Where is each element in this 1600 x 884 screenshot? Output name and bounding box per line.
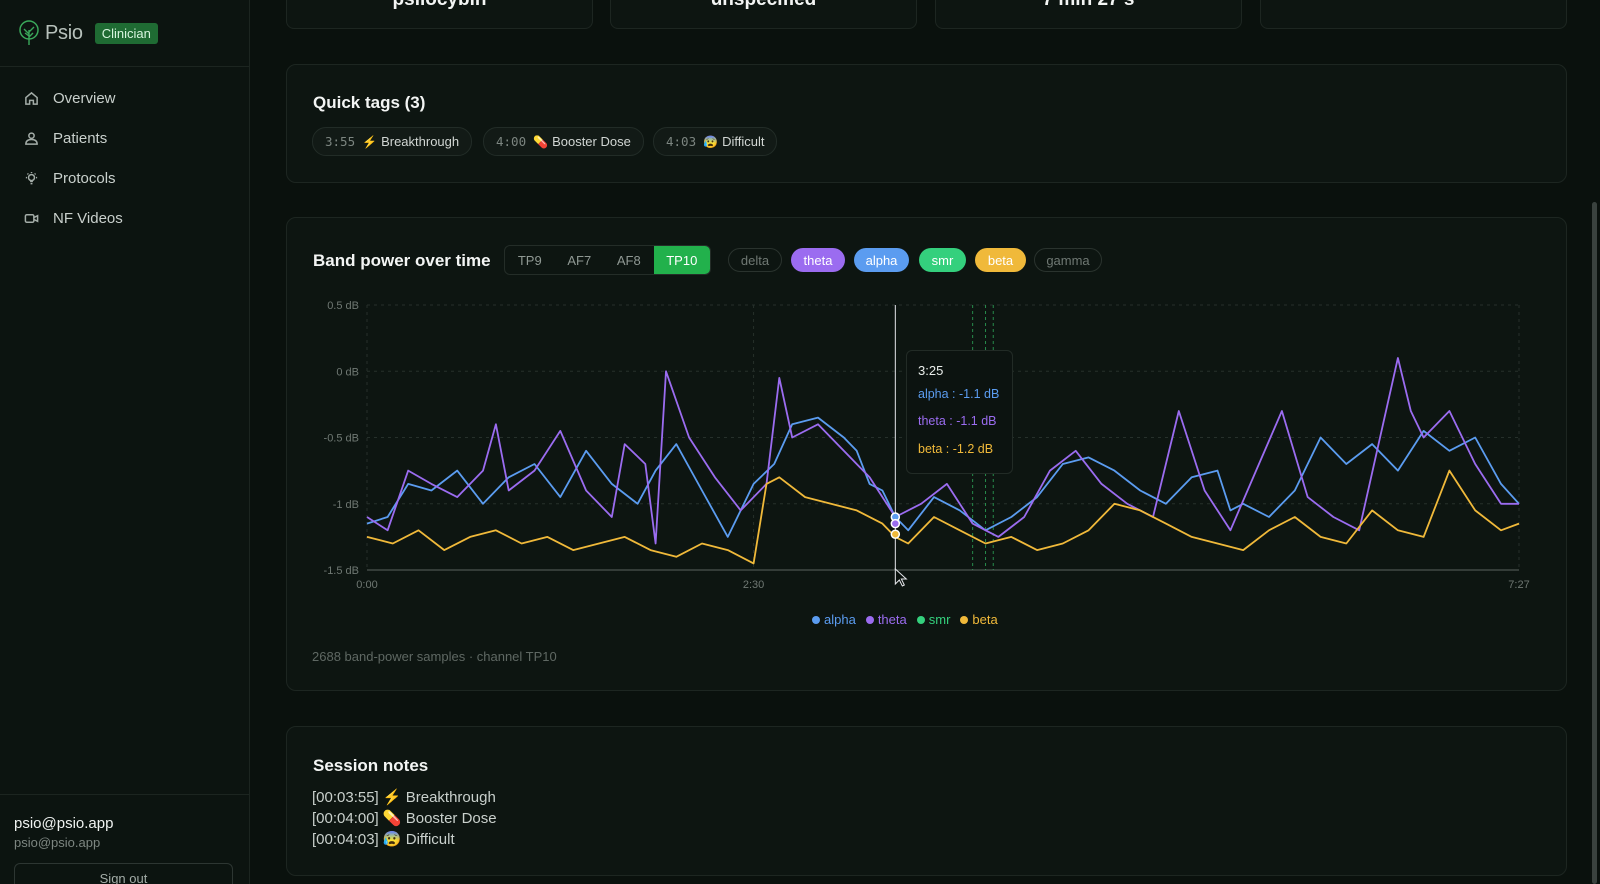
quick-tag-breakthrough[interactable]: 3:55 ⚡ Breakthrough — [312, 127, 473, 156]
chart-footnote: 2688 band-power samples · channel TP10 — [312, 649, 557, 664]
note-line: [00:04:00] 💊 Booster Dose — [312, 810, 497, 827]
chart-tooltip: 3:25 alpha : -1.1 dB theta : -1.1 dB bet… — [906, 350, 1013, 474]
sidebar-item-label: Patients — [53, 129, 108, 147]
band-toggle-smr[interactable]: smr — [919, 248, 966, 272]
sidebar-item-protocols[interactable]: Protocols — [0, 158, 249, 198]
video-icon — [24, 213, 39, 223]
brand-name: Psio — [45, 21, 83, 44]
channel-tp10-button[interactable]: TP10 — [653, 246, 710, 274]
chart-legend: alpha theta smr beta — [812, 612, 998, 627]
sidebar-item-label: Protocols — [53, 169, 116, 187]
pill-icon: 💊 — [533, 134, 549, 149]
lightbulb-icon — [25, 171, 38, 184]
tooltip-row-beta: beta : -1.2 dB — [918, 442, 994, 456]
user-email: psio@psio.app — [14, 835, 101, 850]
home-icon — [25, 91, 38, 105]
legend-item-alpha[interactable]: alpha — [812, 612, 856, 627]
stat-value: 7 min 27 s — [936, 0, 1241, 11]
tag-label: Booster Dose — [552, 134, 631, 149]
quick-tags-card: Quick tags (3) — [286, 64, 1567, 183]
legend-label: alpha — [824, 612, 856, 627]
band-power-title: Band power over time — [313, 251, 491, 270]
stat-value: psilocybin — [287, 0, 592, 11]
sidebar-footer-divider — [0, 794, 249, 795]
band-toggle-beta[interactable]: beta — [975, 248, 1026, 272]
session-notes-title: Session notes — [313, 756, 429, 775]
stat-card-substance: psilocybin — [286, 0, 593, 29]
note-line: [00:03:55] ⚡ Breakthrough — [312, 789, 496, 806]
note-line: [00:04:03] 😰 Difficult — [312, 831, 455, 848]
user-name: psio@psio.app — [14, 815, 114, 832]
legend-label: beta — [972, 612, 998, 627]
quick-tag-booster-dose[interactable]: 4:00 💊 Booster Dose — [483, 127, 644, 156]
legend-item-beta[interactable]: beta — [960, 612, 998, 627]
sidebar-divider — [0, 66, 249, 67]
role-badge: Clinician — [94, 22, 158, 44]
tooltip-time: 3:25 — [918, 363, 944, 378]
anxious-face-icon: 😰 — [703, 134, 719, 149]
tag-time: 4:03 — [666, 134, 697, 149]
sidebar-nav: Overview Patients Protocols NF Videos — [0, 78, 249, 238]
sidebar-item-label: NF Videos — [53, 209, 123, 227]
users-icon — [25, 131, 38, 145]
legend-dot — [865, 615, 874, 624]
sidebar-item-label: Overview — [53, 89, 116, 107]
tag-time: 4:00 — [496, 134, 527, 149]
lightning-icon: ⚡ — [362, 134, 378, 149]
stat-card-dose: unspecified — [610, 0, 917, 29]
tree-logo-icon — [19, 20, 39, 45]
channel-af7-button[interactable]: AF7 — [567, 252, 592, 268]
tooltip-row-theta: theta : -1.1 dB — [918, 414, 997, 428]
channel-af8-button[interactable]: AF8 — [616, 252, 641, 268]
band-toggle-theta[interactable]: theta — [791, 248, 845, 272]
sidebar-item-nf-videos[interactable]: NF Videos — [0, 198, 249, 238]
legend-item-smr[interactable]: smr — [916, 612, 951, 627]
tag-label: Difficult — [722, 134, 765, 149]
sign-out-button[interactable]: Sign out — [14, 863, 233, 884]
stat-value: unspecified — [611, 0, 916, 11]
sidebar-item-patients[interactable]: Patients — [0, 118, 249, 158]
legend-dot — [916, 615, 925, 624]
legend-item-theta[interactable]: theta — [865, 612, 907, 627]
quick-tags-title: Quick tags (3) — [313, 93, 426, 112]
band-toggle-alpha[interactable]: alpha — [854, 248, 909, 272]
channel-selector: TP9 AF7 AF8 TP10 — [504, 245, 711, 275]
legend-dot — [960, 615, 969, 624]
quick-tag-difficult[interactable]: 4:03 😰 Difficult — [653, 127, 778, 156]
tag-label: Breakthrough — [381, 134, 460, 149]
sidebar-item-overview[interactable]: Overview — [0, 78, 249, 118]
legend-label: smr — [928, 612, 951, 627]
channel-tp9-button[interactable]: TP9 — [517, 252, 542, 268]
sidebar: Psio Clinician Overview Patients Protoco… — [0, 0, 250, 884]
legend-dot — [812, 615, 820, 624]
tag-time: 3:55 — [325, 134, 356, 149]
band-toggle-gamma[interactable]: gamma — [1034, 248, 1102, 272]
tooltip-row-alpha: alpha : -1.1 dB — [918, 387, 1000, 401]
legend-label: theta — [877, 612, 907, 627]
brand[interactable]: Psio Clinician — [16, 16, 158, 50]
page-scrollbar[interactable] — [1592, 202, 1597, 884]
session-notes-card: Session notes — [286, 726, 1567, 876]
stat-card-extra — [1260, 0, 1567, 29]
band-toggle-delta[interactable]: delta — [728, 248, 782, 272]
stat-card-duration: 7 min 27 s — [935, 0, 1242, 29]
